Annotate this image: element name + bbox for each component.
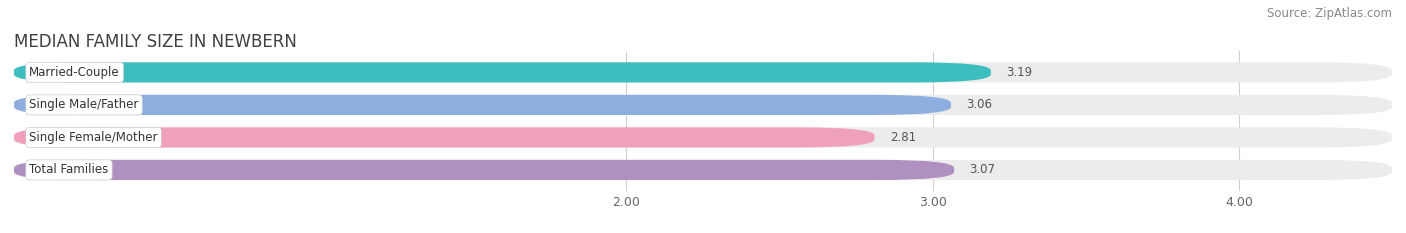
FancyBboxPatch shape: [14, 160, 1392, 180]
FancyBboxPatch shape: [14, 62, 1392, 82]
Text: Married-Couple: Married-Couple: [30, 66, 120, 79]
Text: Source: ZipAtlas.com: Source: ZipAtlas.com: [1267, 7, 1392, 20]
Text: 3.07: 3.07: [969, 163, 995, 176]
Text: MEDIAN FAMILY SIZE IN NEWBERN: MEDIAN FAMILY SIZE IN NEWBERN: [14, 33, 297, 51]
FancyBboxPatch shape: [14, 127, 1392, 147]
Text: 3.19: 3.19: [1007, 66, 1032, 79]
FancyBboxPatch shape: [14, 127, 875, 147]
FancyBboxPatch shape: [14, 160, 955, 180]
FancyBboxPatch shape: [14, 62, 991, 82]
Text: 3.06: 3.06: [966, 98, 993, 111]
FancyBboxPatch shape: [14, 95, 950, 115]
Text: Total Families: Total Families: [30, 163, 108, 176]
Text: Single Male/Father: Single Male/Father: [30, 98, 139, 111]
FancyBboxPatch shape: [14, 95, 1392, 115]
Text: 2.81: 2.81: [890, 131, 915, 144]
Text: Single Female/Mother: Single Female/Mother: [30, 131, 157, 144]
